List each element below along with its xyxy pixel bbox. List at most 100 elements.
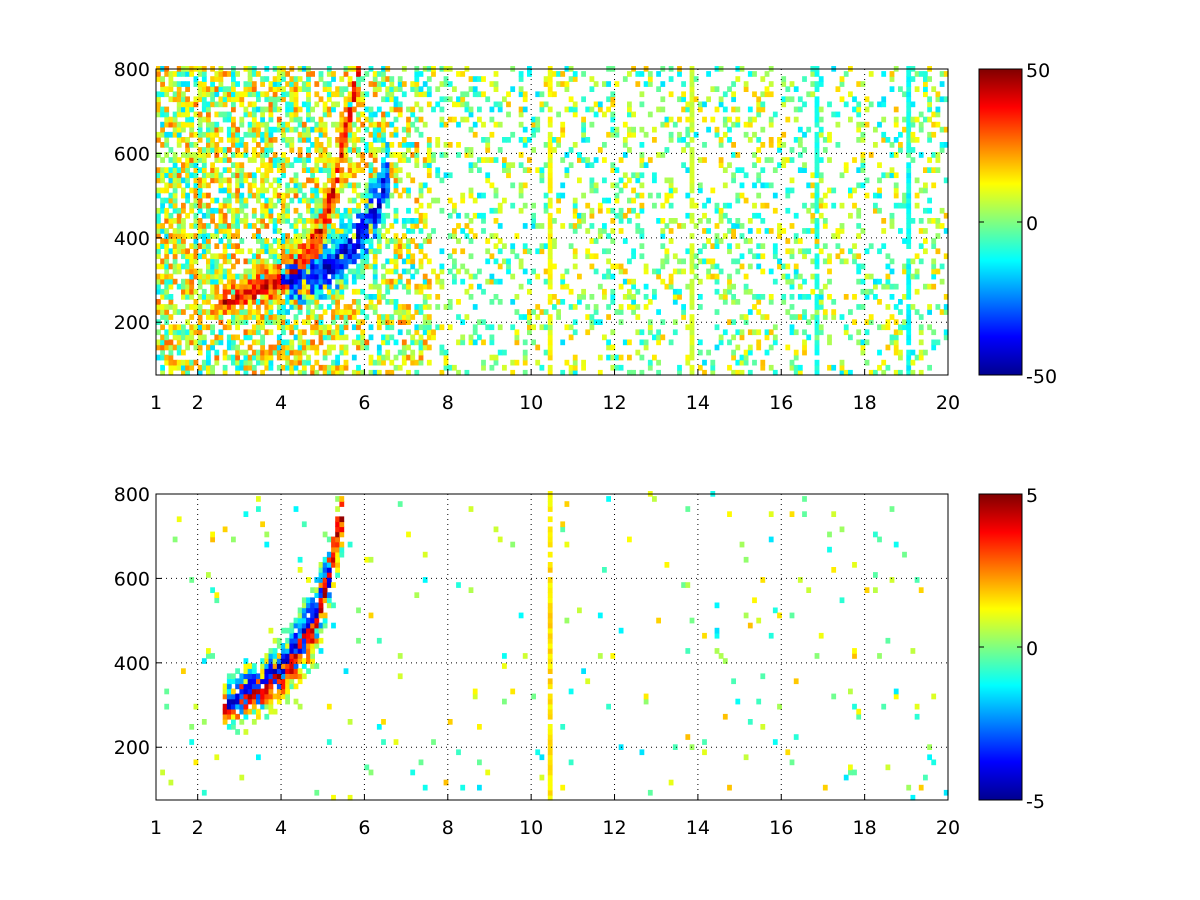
heatmap-cell <box>789 248 795 255</box>
heatmap-cell <box>318 126 324 133</box>
heatmap-cell <box>739 263 745 270</box>
heatmap-cell <box>285 319 290 325</box>
heatmap-cell <box>164 137 170 143</box>
heatmap-cell <box>201 228 207 234</box>
heatmap-cell <box>335 329 340 336</box>
heatmap-cell <box>660 233 666 239</box>
heatmap-cell <box>527 248 532 255</box>
heatmap-cell <box>381 233 386 239</box>
heatmap-cell <box>902 91 907 98</box>
heatmap-cell <box>343 101 349 108</box>
heatmap-cell <box>568 304 574 310</box>
heatmap-cell <box>893 152 899 158</box>
heatmap-cell <box>689 617 695 624</box>
heatmap-cell <box>376 126 382 133</box>
heatmap-cell <box>760 101 766 108</box>
heatmap-cell <box>260 157 265 163</box>
heatmap-cell <box>560 273 566 280</box>
heatmap-cell <box>618 268 624 275</box>
heatmap-cell <box>235 91 240 98</box>
heatmap-cell <box>206 91 211 98</box>
heatmap-cell <box>460 101 466 108</box>
heatmap-cell <box>164 116 170 123</box>
heatmap-cell <box>222 111 228 118</box>
heatmap-cell <box>272 101 278 108</box>
heatmap-cell <box>268 197 274 204</box>
heatmap-cell <box>368 212 374 219</box>
heatmap-cell <box>752 202 757 209</box>
heatmap-cell <box>251 121 257 128</box>
heatmap-cell <box>168 197 174 204</box>
heatmap-cell <box>468 192 474 199</box>
heatmap-cell <box>356 238 361 244</box>
heatmap-cell <box>556 207 561 214</box>
heatmap-cell <box>547 369 553 376</box>
heatmap-cell <box>389 223 395 229</box>
heatmap-cell <box>768 344 774 351</box>
heatmap-cell <box>335 137 340 143</box>
heatmap-cell <box>856 81 862 87</box>
heatmap-cell <box>314 91 320 98</box>
heatmap-cell <box>685 126 691 133</box>
heatmap-cell <box>360 192 366 199</box>
heatmap-cell <box>235 349 240 356</box>
heatmap-cell <box>356 364 361 371</box>
heatmap-cell <box>176 207 182 214</box>
heatmap-cell <box>172 309 178 315</box>
heatmap-cell <box>931 344 937 351</box>
heatmap-cell <box>522 314 528 320</box>
heatmap-cell <box>168 329 174 336</box>
heatmap-cell <box>210 263 215 270</box>
heatmap-cell <box>276 309 282 315</box>
heatmap-cell <box>426 294 432 300</box>
heatmap-cell <box>306 157 311 163</box>
heatmap-cell <box>764 349 770 356</box>
heatmap-cell <box>156 71 161 77</box>
heatmap-cell <box>297 278 303 285</box>
heatmap-cell <box>256 309 261 315</box>
heatmap-cell <box>343 142 349 148</box>
heatmap-cell <box>756 294 762 300</box>
heatmap-cell <box>547 632 553 639</box>
heatmap-cell <box>810 273 816 280</box>
heatmap-cell <box>318 562 324 568</box>
heatmap-cell <box>264 263 270 270</box>
heatmap-cell <box>381 131 386 138</box>
heatmap-cell <box>331 314 336 320</box>
heatmap-cell <box>547 334 553 341</box>
heatmap-cell <box>722 288 728 295</box>
heatmap-cell <box>335 283 340 290</box>
heatmap-cell <box>314 121 320 128</box>
heatmap-cell <box>181 334 186 341</box>
heatmap-cell <box>206 349 211 356</box>
heatmap-cell <box>185 329 190 336</box>
heatmap-cell <box>806 207 812 214</box>
heatmap-cell <box>560 223 566 229</box>
heatmap-cell <box>322 253 328 260</box>
heatmap-cell <box>572 142 578 148</box>
heatmap-cell <box>422 91 428 98</box>
heatmap-cell <box>310 106 315 113</box>
heatmap-cell <box>760 294 766 300</box>
heatmap-cell <box>418 339 424 346</box>
heatmap-cell <box>910 116 916 123</box>
heatmap-cell <box>597 354 603 361</box>
heatmap-cell <box>764 86 770 92</box>
heatmap-cell <box>547 597 553 604</box>
heatmap-cell <box>281 314 286 320</box>
heatmap-cell <box>351 288 357 295</box>
heatmap-cell <box>351 278 357 285</box>
heatmap-cell <box>735 192 741 199</box>
heatmap-cell <box>181 177 186 184</box>
heatmap-cell <box>189 263 195 270</box>
heatmap-cell <box>931 339 937 346</box>
heatmap-cell <box>860 137 866 143</box>
heatmap-cell <box>447 197 453 204</box>
heatmap-cell <box>281 309 286 315</box>
heatmap-cell <box>848 334 853 341</box>
heatmap-cell <box>518 121 524 128</box>
heatmap-cell <box>360 197 366 204</box>
heatmap-cell <box>927 364 932 371</box>
heatmap-cell <box>214 177 220 184</box>
